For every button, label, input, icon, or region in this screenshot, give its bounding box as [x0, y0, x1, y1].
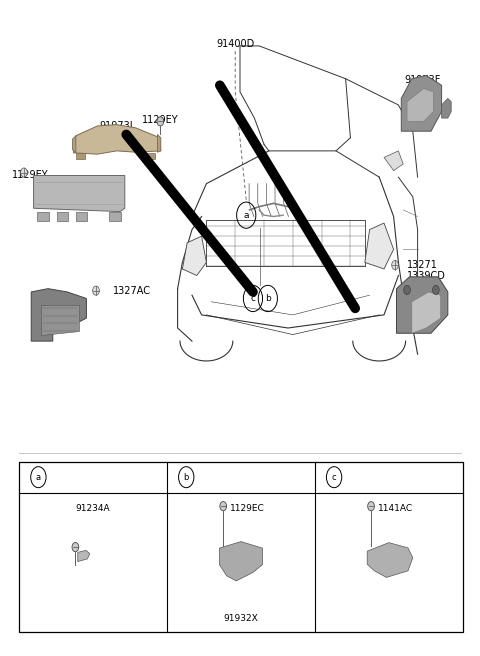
- Polygon shape: [57, 211, 68, 220]
- Text: b: b: [265, 294, 271, 303]
- Polygon shape: [182, 236, 206, 276]
- Bar: [19, 462, 463, 632]
- Polygon shape: [76, 153, 85, 159]
- Circle shape: [404, 285, 410, 295]
- Text: 13271: 13271: [407, 260, 438, 270]
- Polygon shape: [219, 542, 263, 581]
- Polygon shape: [34, 175, 125, 211]
- Circle shape: [157, 117, 164, 126]
- Polygon shape: [31, 289, 86, 341]
- Polygon shape: [412, 292, 441, 333]
- Polygon shape: [37, 211, 49, 220]
- Text: a: a: [243, 211, 249, 220]
- Polygon shape: [78, 550, 90, 562]
- Polygon shape: [41, 305, 79, 335]
- Circle shape: [432, 285, 439, 295]
- Circle shape: [220, 502, 227, 511]
- Polygon shape: [442, 98, 451, 118]
- Polygon shape: [76, 211, 87, 220]
- Text: c: c: [332, 473, 336, 482]
- Polygon shape: [407, 89, 433, 121]
- Polygon shape: [384, 151, 403, 171]
- Text: 91973K: 91973K: [39, 302, 76, 312]
- Text: 1141AC: 1141AC: [378, 504, 413, 514]
- Polygon shape: [145, 153, 155, 159]
- Text: 1339CD: 1339CD: [407, 270, 446, 281]
- Text: 91400D: 91400D: [216, 39, 254, 49]
- Circle shape: [368, 502, 374, 511]
- Polygon shape: [72, 136, 76, 153]
- Text: 1129EC: 1129EC: [230, 504, 265, 514]
- Polygon shape: [396, 277, 448, 333]
- Text: 91973F: 91973F: [404, 75, 441, 85]
- Text: b: b: [183, 473, 189, 482]
- Text: 91234A: 91234A: [76, 504, 110, 514]
- Polygon shape: [73, 125, 161, 154]
- Circle shape: [392, 260, 398, 270]
- Circle shape: [21, 168, 27, 177]
- Text: 1327AC: 1327AC: [113, 285, 151, 296]
- Polygon shape: [365, 223, 394, 269]
- Circle shape: [72, 543, 79, 552]
- Text: 91973G: 91973G: [70, 177, 108, 187]
- Text: 1129EY: 1129EY: [142, 115, 178, 125]
- Text: c: c: [251, 294, 255, 303]
- Text: 91932X: 91932X: [224, 614, 258, 623]
- Polygon shape: [157, 134, 161, 152]
- Text: 91973L: 91973L: [99, 121, 136, 131]
- Circle shape: [93, 286, 99, 295]
- Text: 1129EY: 1129EY: [12, 170, 48, 180]
- Polygon shape: [109, 211, 121, 220]
- Polygon shape: [401, 75, 442, 131]
- Text: a: a: [36, 473, 41, 482]
- Text: 91973E: 91973E: [404, 305, 441, 315]
- Polygon shape: [367, 543, 413, 577]
